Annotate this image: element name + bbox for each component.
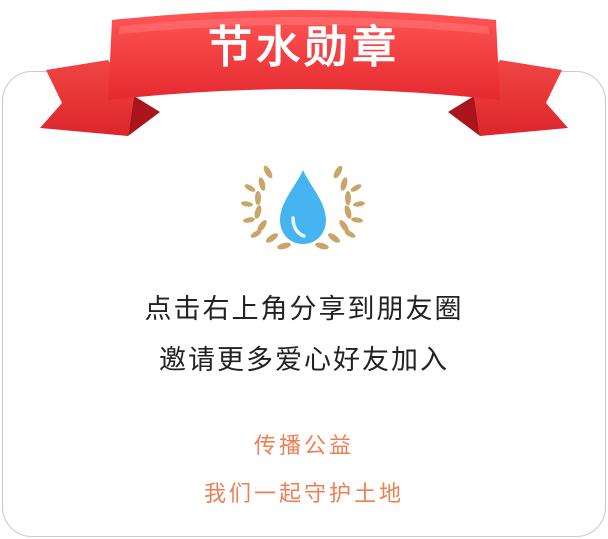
slogan-line-1: 传播公益 bbox=[253, 434, 354, 459]
slogan-line-2: 我们一起守护土地 bbox=[203, 482, 404, 507]
share-instruction-text: 点击右上角分享到朋友圈 bbox=[144, 294, 464, 325]
badge-title: 节水勋章 bbox=[208, 22, 400, 73]
water-drop-laurel-icon bbox=[241, 165, 365, 250]
badge-card bbox=[2, 71, 606, 537]
ribbon-banner-icon bbox=[40, 10, 568, 136]
invite-text: 邀请更多爱心好友加入 bbox=[159, 345, 449, 376]
